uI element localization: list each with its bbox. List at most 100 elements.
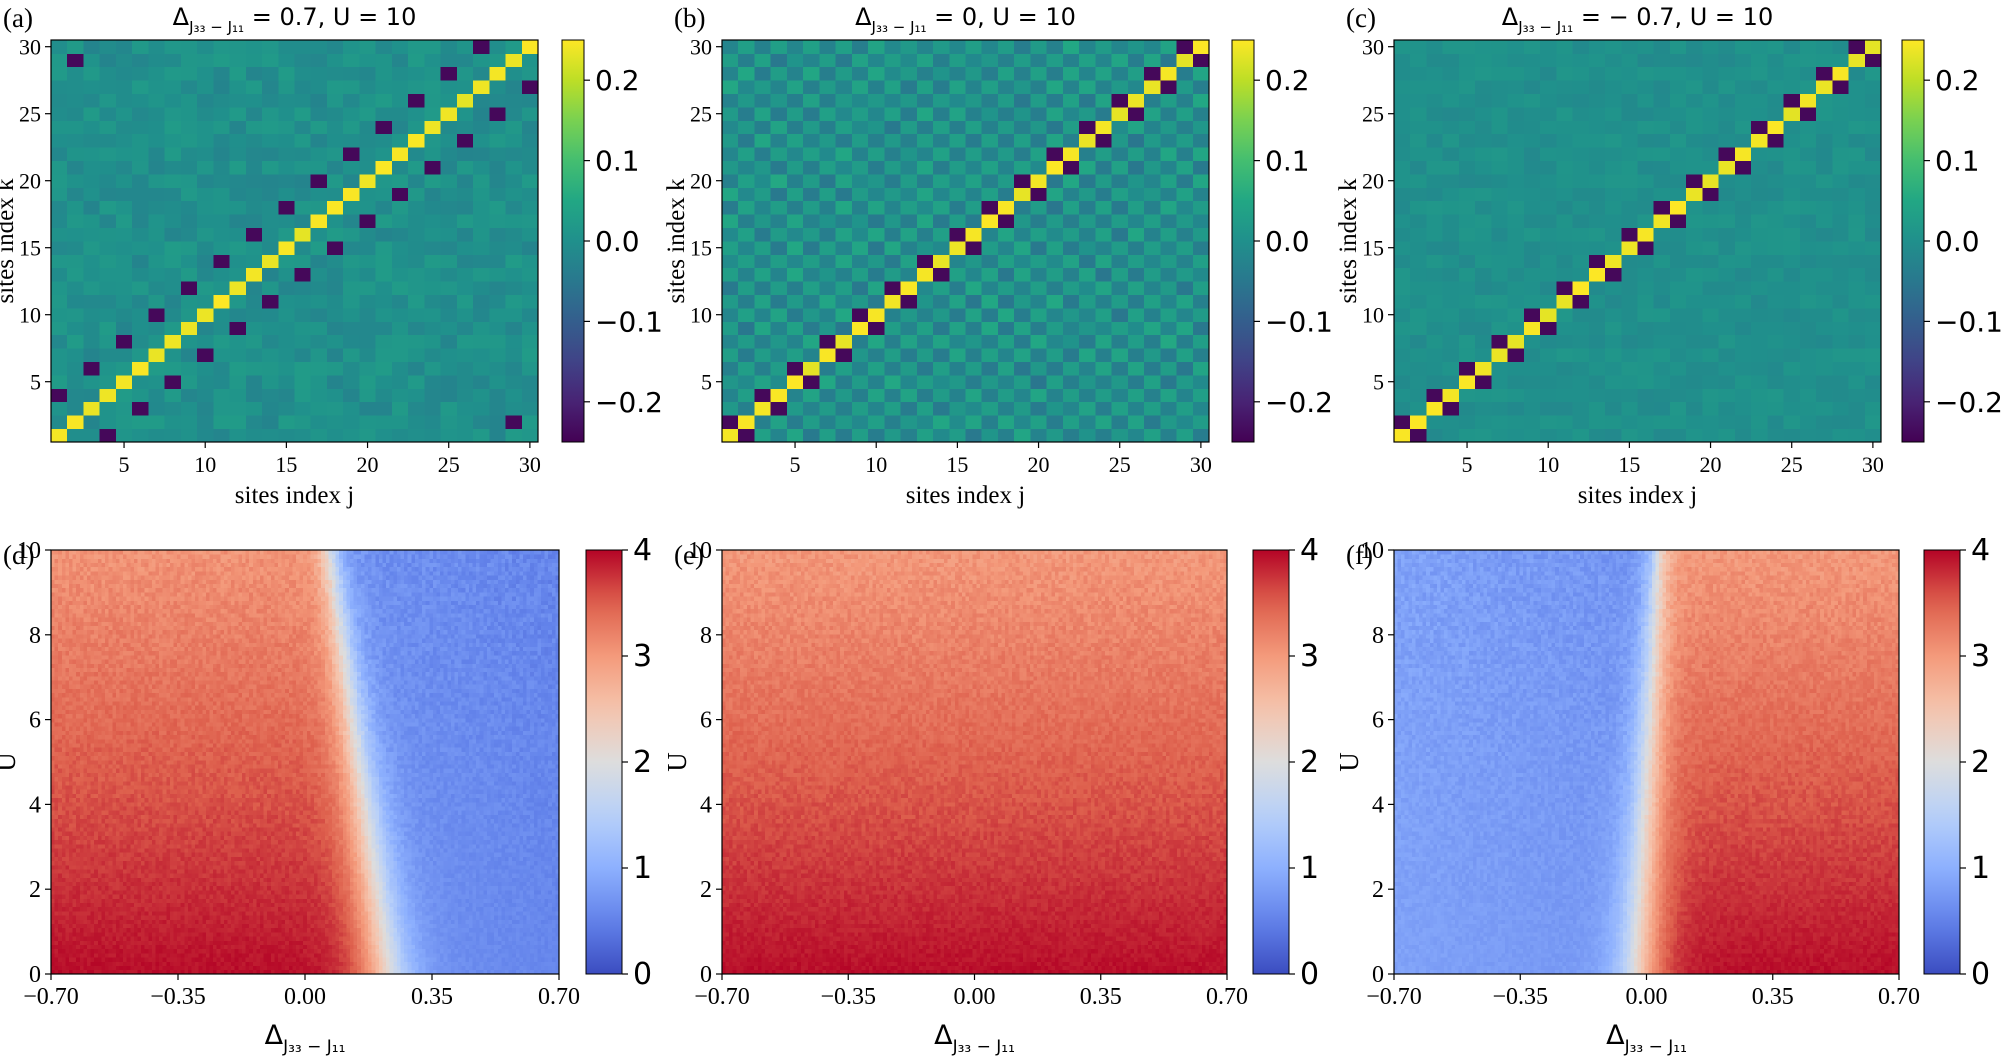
heatmap-cell (55, 621, 59, 626)
heatmap-cell (1128, 67, 1145, 81)
heatmap-cell (489, 402, 506, 416)
heatmap-cell (116, 268, 133, 282)
heatmap-cell (327, 375, 344, 389)
heatmap-cell (1800, 335, 1817, 349)
heatmap-cell (1686, 161, 1703, 175)
heatmap-cell (852, 94, 869, 108)
heatmap-cell (1800, 107, 1817, 121)
heatmap-cell (1702, 254, 1719, 268)
heatmap-cell (69, 911, 73, 916)
heatmap-cell (76, 844, 80, 849)
heatmap-cell (1800, 174, 1817, 188)
heatmap-cell (246, 147, 263, 161)
heatmap-cell (1719, 254, 1736, 268)
heatmap-cell (1160, 241, 1177, 255)
heatmap-cell (1751, 107, 1768, 121)
heatmap-cell (1047, 388, 1064, 402)
heatmap-cell (1816, 308, 1833, 322)
heatmap-cell (62, 697, 66, 702)
heatmap-cell (55, 940, 59, 945)
heatmap-cell (1144, 375, 1161, 389)
heatmap-cell (1095, 187, 1112, 201)
heatmap-cell (1767, 53, 1784, 67)
heatmap-cell (69, 600, 73, 605)
heatmap-cell (1589, 241, 1606, 255)
heatmap-cell (67, 174, 84, 188)
heatmap-cell (1160, 308, 1177, 322)
heatmap-cell (1832, 281, 1849, 295)
heatmap-cell (392, 254, 409, 268)
heatmap-cell (836, 281, 853, 295)
heatmap-cell (311, 53, 328, 67)
heatmap-cell (1800, 134, 1817, 148)
heatmap-cell (62, 907, 66, 912)
heatmap-cell (1751, 214, 1768, 228)
heatmap-cell (55, 613, 59, 618)
heatmap-cell (62, 596, 66, 601)
heatmap-cell (803, 295, 820, 309)
heatmap-cell (901, 161, 918, 175)
heatmap-cell (424, 281, 441, 295)
x-tick-label: 15 (946, 452, 968, 477)
heatmap-cell (1193, 94, 1210, 108)
heatmap-cell (392, 120, 409, 134)
heatmap-cell (376, 67, 393, 81)
heatmap-cell (966, 120, 983, 134)
heatmap-cell (62, 798, 66, 803)
heatmap-cell (1014, 53, 1031, 67)
heatmap-cell (69, 924, 73, 929)
heatmap-cell (376, 362, 393, 376)
heatmap-cell (69, 689, 73, 694)
heatmap-cell (1702, 147, 1719, 161)
heatmap-cell (343, 134, 360, 148)
heatmap-cell (67, 388, 84, 402)
heatmap-cell (311, 362, 328, 376)
heatmap-cell (73, 785, 77, 790)
heatmap-cell (408, 415, 425, 429)
heatmap-cell (1605, 147, 1622, 161)
heatmap-cell (819, 201, 836, 215)
heatmap-cell (1865, 321, 1882, 335)
heatmap-cell (722, 80, 739, 94)
heatmap-cell (506, 348, 523, 362)
heatmap-cell (1556, 362, 1573, 376)
heatmap-cell (58, 588, 62, 593)
heatmap-cell (230, 107, 247, 121)
heatmap-cell (1443, 254, 1460, 268)
heatmap-cell (69, 898, 73, 903)
heatmap-cell (246, 429, 263, 443)
heatmap-cell (65, 823, 69, 828)
heatmap-cell (58, 596, 62, 601)
heatmap-cell (1589, 268, 1606, 282)
heatmap-cell (408, 402, 425, 416)
heatmap-cell (55, 693, 59, 698)
heatmap-cell (65, 663, 69, 668)
heatmap-cell (966, 308, 983, 322)
heatmap-cell (868, 161, 885, 175)
heatmap-cell (65, 621, 69, 626)
heatmap-cell (998, 161, 1015, 175)
heatmap-cell (1079, 134, 1096, 148)
heatmap-cell (998, 429, 1015, 443)
heatmap-cell (489, 40, 506, 54)
heatmap-cell (343, 295, 360, 309)
heatmap-cell (76, 966, 80, 971)
heatmap-cell (1426, 348, 1443, 362)
heatmap-cell (1459, 268, 1476, 282)
heatmap-cell (213, 40, 230, 54)
heatmap-cell (457, 308, 474, 322)
x-tick-label: 5 (790, 452, 801, 477)
heatmap-cell (522, 321, 539, 335)
heatmap-cell (852, 67, 869, 81)
heatmap-cell (1849, 187, 1866, 201)
heatmap-cell (868, 241, 885, 255)
heatmap-cell (884, 375, 901, 389)
heatmap-cell (311, 415, 328, 429)
heatmap-cell (165, 187, 182, 201)
heatmap-cell (376, 134, 393, 148)
heatmap-cell (69, 882, 73, 887)
heatmap-cell (506, 415, 523, 429)
heatmap-cell (69, 672, 73, 677)
heatmap-cell (73, 609, 77, 614)
heatmap-cell (51, 375, 68, 389)
